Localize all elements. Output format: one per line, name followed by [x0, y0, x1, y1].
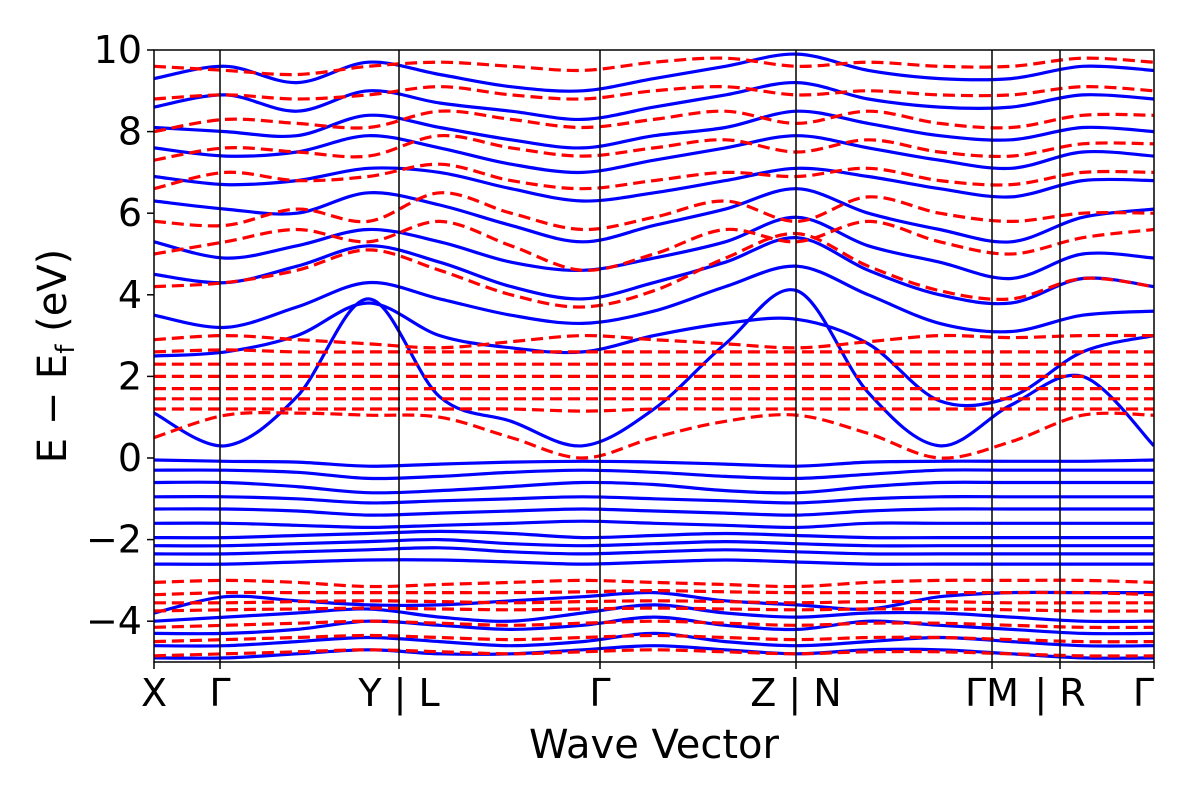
- dashed-band-2: [154, 633, 1154, 644]
- y-tick-label: 6: [118, 191, 142, 235]
- y-axis-title-subscript: f: [51, 344, 81, 354]
- dashed-band-7: [154, 578, 1154, 589]
- y-tick-label: 10: [94, 28, 142, 72]
- solid-band-24: [154, 109, 1154, 150]
- solid-band-19: [154, 236, 1154, 306]
- dashed-band-15: [154, 333, 1154, 350]
- dashed-band-18: [154, 191, 1154, 232]
- dashed-band-3: [154, 619, 1154, 630]
- solid-band-13: [154, 480, 1154, 495]
- y-axis-title: E − Ef (eV): [30, 249, 81, 464]
- solid-band-8: [154, 537, 1154, 548]
- solid-band-26: [154, 52, 1154, 93]
- x-tick-label: X: [141, 671, 167, 715]
- solid-band-9: [154, 529, 1154, 540]
- y-tick-label: 0: [118, 436, 142, 480]
- solid-band-21: [154, 187, 1154, 244]
- y-tick-label: −4: [86, 599, 142, 643]
- solid-band-22: [154, 166, 1154, 203]
- dashed-band-9: [154, 407, 1154, 413]
- solid-band-6: [154, 558, 1154, 566]
- dashed-band-6: [154, 589, 1154, 597]
- solid-band-14: [154, 468, 1154, 481]
- plot-background: [154, 50, 1154, 662]
- solid-band-23: [154, 134, 1154, 175]
- dashed-band-14: [154, 348, 1154, 354]
- dashed-band-4: [154, 606, 1154, 613]
- y-tick-label: 8: [118, 110, 142, 154]
- y-tick-label: 4: [118, 273, 142, 317]
- x-tick-label: ΓM: [965, 671, 1019, 715]
- dashed-band-23: [154, 56, 1154, 77]
- x-tick-label: Γ: [1133, 671, 1154, 715]
- dashed-band-20: [154, 134, 1154, 162]
- dashed-band-17: [154, 219, 1154, 272]
- solid-band-18: [154, 264, 1154, 334]
- x-tick-label: Γ: [209, 671, 230, 715]
- y-axis-title-main: E − E: [30, 354, 76, 464]
- dashed-band-16: [154, 231, 1154, 309]
- dashed-band-5: [154, 599, 1154, 605]
- solid-band-16: [154, 288, 1154, 448]
- solid-band-15: [154, 458, 1154, 468]
- x-tick-label: Y | L: [357, 671, 439, 716]
- solid-band-3: [154, 615, 1154, 636]
- solid-band-7: [154, 546, 1154, 556]
- dashed-band-1: [154, 648, 1154, 658]
- x-tick-label: Γ: [589, 671, 610, 715]
- y-axis-title-unit: (eV): [30, 249, 76, 345]
- solid-band-11: [154, 507, 1154, 517]
- solid-band-10: [154, 519, 1154, 530]
- x-tick-label: Z | N: [750, 671, 841, 716]
- plot-frame: [153, 49, 1155, 663]
- solid-band-25: [154, 80, 1154, 122]
- solid-band-12: [154, 495, 1154, 505]
- dashed-band-8: [154, 411, 1154, 460]
- solid-band-20: [154, 215, 1154, 281]
- y-tick-label: 2: [118, 354, 142, 398]
- y-tick-label: −2: [86, 518, 142, 562]
- dashed-band-19: [154, 162, 1154, 191]
- dashed-band-21: [154, 109, 1154, 134]
- x-tick-label: | R: [1034, 671, 1085, 716]
- dashed-band-22: [154, 84, 1154, 101]
- x-axis-title: Wave Vector: [529, 722, 780, 768]
- solid-band-4: [154, 603, 1154, 624]
